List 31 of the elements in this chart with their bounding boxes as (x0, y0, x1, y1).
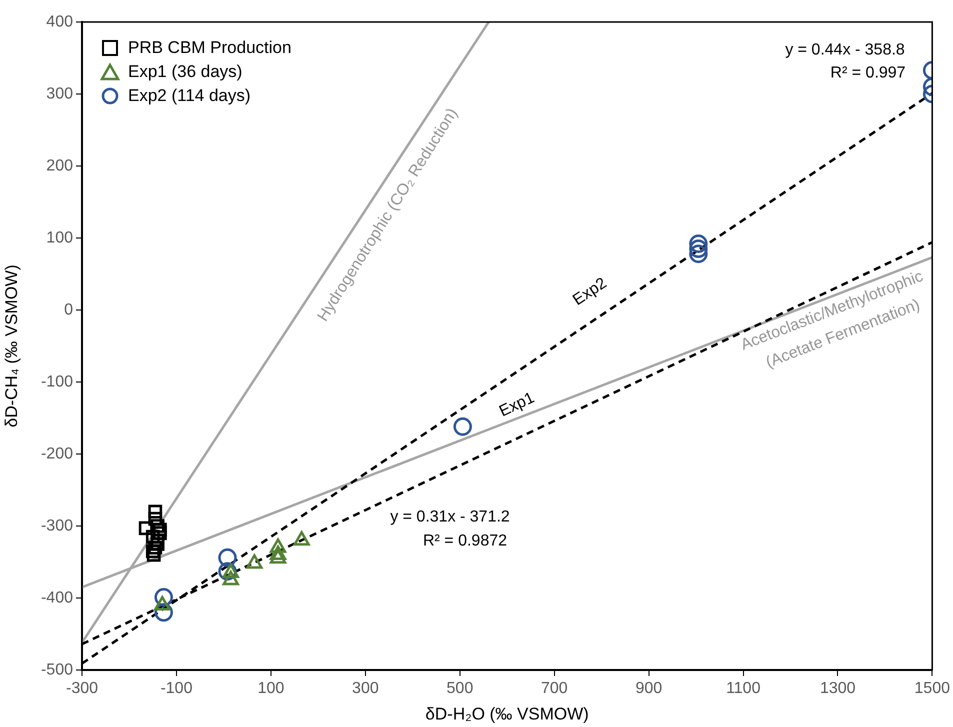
x-tick-label: 700 (540, 680, 568, 698)
legend-label: Exp2 (114 days) (128, 86, 251, 106)
x-tick-label: 300 (352, 680, 379, 698)
y-tick-label: 0 (64, 301, 74, 318)
y-tick-label: -400 (40, 589, 74, 606)
x-tick-label: -300 (66, 680, 98, 698)
annotation: y = 0.44x - 358.8 (785, 41, 905, 58)
annotation: R² = 0.997 (830, 64, 906, 82)
y-tick-label: -200 (40, 445, 74, 462)
y-tick-label: -500 (40, 661, 74, 678)
x-tick-label: -100 (160, 680, 193, 698)
y-tick-label: -300 (40, 517, 74, 534)
x-axis-title: δD-H₂O (‰ VSMOW) (425, 704, 589, 724)
x-tick-label: 900 (635, 680, 662, 698)
y-tick-label: 400 (46, 13, 74, 30)
y-tick-label: -100 (40, 373, 74, 390)
legend-label: Exp1 (36 days) (128, 62, 242, 82)
x-tick-label: 1100 (726, 680, 761, 698)
y-tick-label: 300 (46, 85, 74, 102)
x-tick-label: 1300 (820, 680, 856, 698)
annotation: Exp2 (570, 274, 610, 310)
x-tick-label: 500 (446, 680, 474, 698)
y-tick-label: 100 (46, 229, 74, 246)
annotation: y = 0.31x - 371.2 (390, 508, 510, 526)
annotation: R² = 0.9872 (422, 532, 508, 550)
x-tick-label: 100 (258, 680, 284, 698)
y-tick-label: 200 (46, 157, 74, 174)
annotation: Exp1 (496, 389, 538, 420)
y-axis-title: δD-CH₄ (‰ VSMOW) (2, 264, 21, 428)
legend-label: PRB CBM Production (128, 38, 292, 58)
x-tick-label: 1500 (914, 680, 950, 698)
